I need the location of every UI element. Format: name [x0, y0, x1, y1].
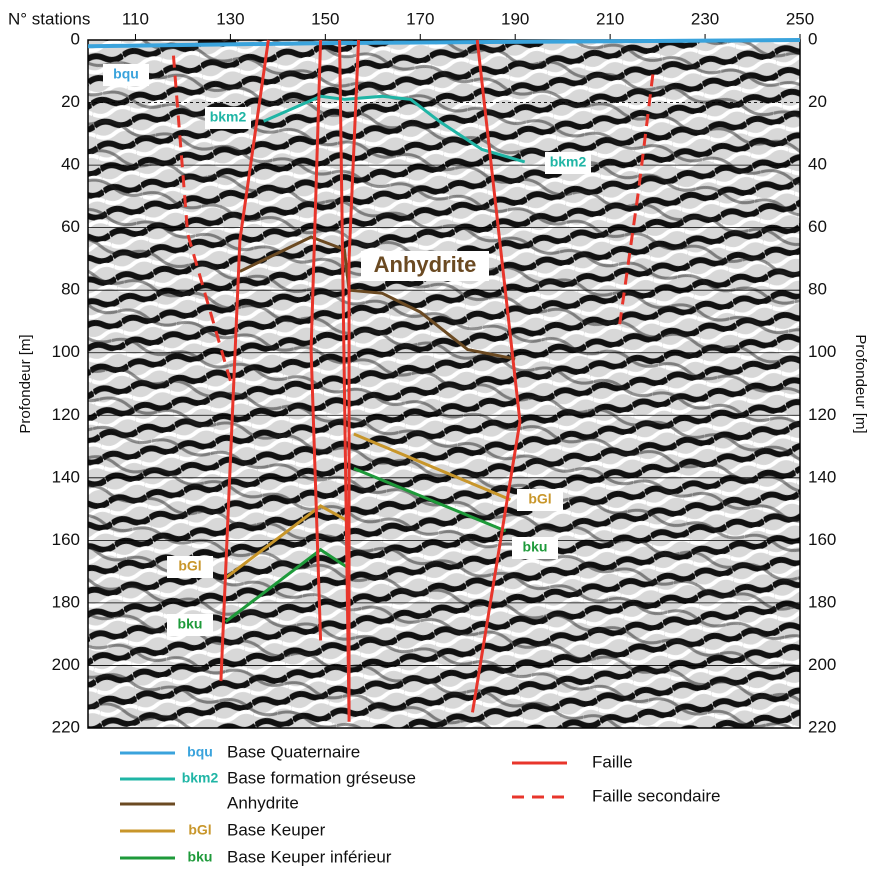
label-box [167, 556, 213, 578]
y-tick-label: 20 [61, 92, 80, 111]
y-tick-label: 60 [61, 217, 80, 236]
y-tick-label-right: 80 [808, 280, 827, 299]
y-tick-label-right: 120 [808, 405, 836, 424]
y-tick-label-right: 200 [808, 655, 836, 674]
y-tick-label-right: 160 [808, 530, 836, 549]
horizon-label: bku [523, 539, 548, 555]
y-tick-label: 200 [52, 655, 80, 674]
series-line [87, 38, 801, 49]
y-tick-label: 80 [61, 280, 80, 299]
horizon-label: bGl [528, 491, 551, 507]
series-line [219, 39, 522, 722]
label-box [545, 152, 591, 174]
y-axis-title: Profondeur [m] [17, 334, 34, 433]
x-tick-label: 190 [501, 9, 529, 28]
y-tick-label-right: 180 [808, 592, 836, 611]
horizon-label: Anhydrite [374, 252, 477, 277]
y-tick-label-right: 40 [808, 155, 827, 174]
series-line [263, 94, 526, 164]
series-line [224, 467, 507, 623]
legend-label: Base Keuper [227, 820, 326, 839]
legend-label: Anhydrite [227, 793, 299, 812]
x-tick-label: 250 [786, 9, 814, 28]
series-line [224, 432, 512, 580]
y-tick-label-right: 20 [808, 92, 827, 111]
label-box [517, 489, 563, 511]
series-line [239, 235, 516, 361]
series-line [171, 55, 655, 382]
y-tick-label-right: 140 [808, 467, 836, 486]
y-tick-label-right: 100 [808, 342, 836, 361]
legend-label: Faille [592, 752, 633, 771]
label-box [167, 614, 213, 636]
legend-label: Base Quaternaire [227, 742, 360, 761]
label-box [103, 64, 149, 86]
legend-code: bkm2 [182, 770, 219, 786]
legend-label: Base formation gréseuse [227, 768, 416, 787]
horizon-label: bqu [113, 66, 139, 82]
x-tick-label: 130 [216, 9, 244, 28]
y-tick-label: 140 [52, 467, 80, 486]
x-tick-label: 210 [596, 9, 624, 28]
y-axis-title-right: Profondeur [m] [852, 334, 869, 433]
y-tick-label: 0 [71, 29, 80, 48]
label-box [512, 537, 558, 559]
x-tick-label: 170 [406, 9, 434, 28]
label-box [361, 251, 489, 281]
legend-code: bku [188, 849, 213, 865]
x-tick-label: 110 [122, 9, 149, 28]
y-tick-label: 180 [52, 592, 80, 611]
y-tick-label: 120 [52, 405, 80, 424]
horizon-label: bGl [178, 558, 201, 574]
y-tick-label-right: 60 [808, 217, 827, 236]
x-axis-title: N° stations [8, 9, 90, 28]
legend-label: Faille secondaire [592, 786, 721, 805]
y-tick-label: 220 [52, 717, 80, 736]
y-tick-label: 40 [61, 155, 80, 174]
y-tick-label: 160 [52, 530, 80, 549]
y-tick-label-right: 0 [808, 29, 817, 48]
horizon-label: bkm2 [210, 109, 247, 125]
seismic-texture [88, 40, 800, 728]
legend-code: bGl [188, 822, 211, 838]
horizon-label: bku [178, 616, 203, 632]
legend-label: Base Keuper inférieur [227, 847, 392, 866]
x-tick-label: 230 [691, 9, 719, 28]
label-box [205, 107, 251, 129]
x-tick-label: 150 [311, 9, 339, 28]
horizon-label: bkm2 [550, 154, 587, 170]
legend-code: bqu [187, 744, 213, 760]
y-tick-label: 100 [52, 342, 80, 361]
y-tick-label-right: 220 [808, 717, 836, 736]
